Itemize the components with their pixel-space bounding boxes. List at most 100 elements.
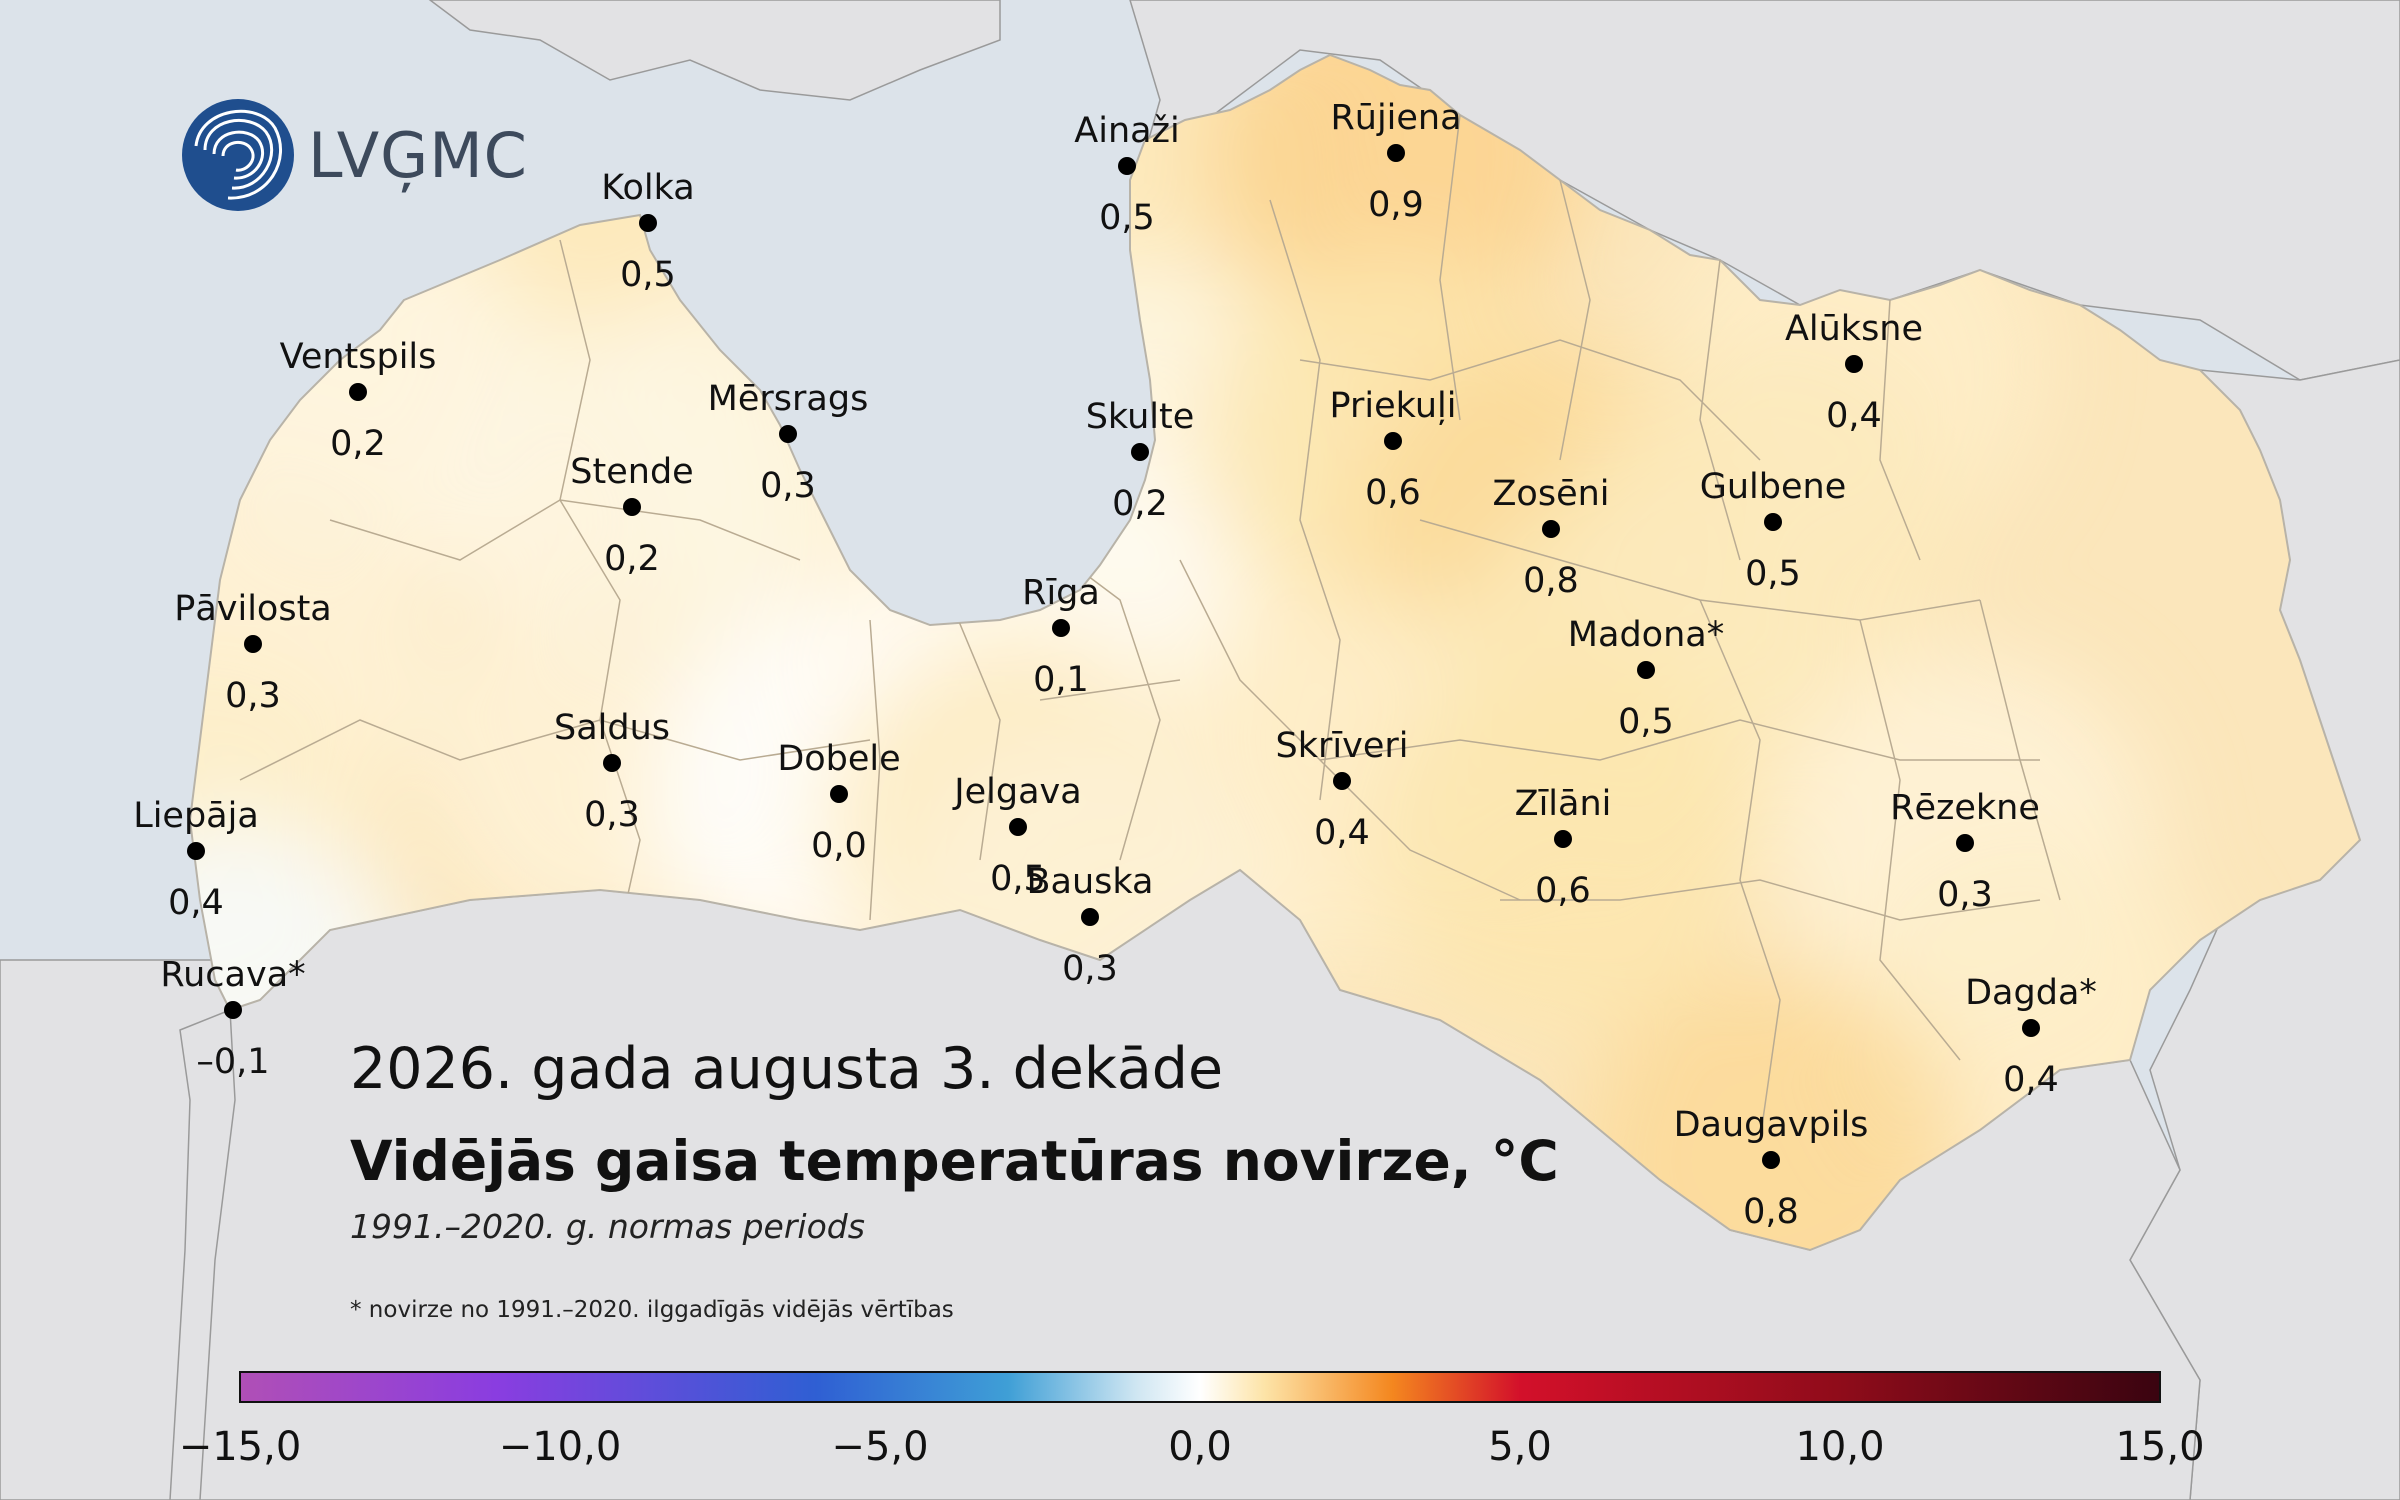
station-value: 0,4 xyxy=(1826,396,1882,436)
station-marker: Stende 0,2 xyxy=(570,452,693,579)
latvia-outline xyxy=(188,53,2362,1252)
station-marker: Kolka 0,5 xyxy=(601,168,694,295)
station-name: Skrīveri xyxy=(1276,726,1409,766)
station-name: Daugavpils xyxy=(1674,1105,1869,1145)
station-name: Bauska xyxy=(1027,862,1154,902)
station-name: Liepāja xyxy=(133,796,259,836)
station-marker: Rīga 0,1 xyxy=(1022,573,1100,700)
station-value: 0,3 xyxy=(1062,949,1118,989)
station-marker: Dobele 0,0 xyxy=(777,739,900,866)
station-marker: Alūksne 0,4 xyxy=(1785,309,1923,436)
station-dot xyxy=(623,498,641,516)
station-dot xyxy=(1081,908,1099,926)
station-marker: Skrīveri 0,4 xyxy=(1276,726,1409,853)
station-name: Saldus xyxy=(554,708,670,748)
station-marker: Skulte 0,2 xyxy=(1086,397,1195,524)
footnote: * novirze no 1991.–2020. ilggadīgās vidē… xyxy=(350,1297,954,1323)
station-dot xyxy=(1762,1151,1780,1169)
colorbar-tick-label: 15,0 xyxy=(2115,1424,2204,1470)
station-dot xyxy=(1009,818,1027,836)
title-norm-period: 1991.–2020. g. normas periods xyxy=(350,1207,865,1246)
colorbar-tick-label: 0,0 xyxy=(1168,1424,1232,1470)
station-value: 0,5 xyxy=(990,859,1046,899)
station-value: 0,3 xyxy=(1937,875,1993,915)
station-dot xyxy=(1554,830,1572,848)
colorbar-tick-label: 5,0 xyxy=(1488,1424,1552,1470)
station-name: Jelgava xyxy=(952,772,1081,812)
lvgmc-logo: LVĢMC xyxy=(182,99,528,211)
district-borders xyxy=(239,114,2061,1141)
station-value: 0,8 xyxy=(1743,1192,1799,1232)
station-name: Pāvilosta xyxy=(174,589,332,629)
station-marker: Liepāja 0,4 xyxy=(133,796,259,923)
title-block: 2026. gada augusta 3. dekāde Vidējās gai… xyxy=(350,1036,1559,1323)
station-value: 0,6 xyxy=(1535,871,1591,911)
station-value: 0,1 xyxy=(1033,660,1089,700)
station-marker: Gulbene 0,5 xyxy=(1700,467,1847,594)
station-value: 0,3 xyxy=(584,795,640,835)
colorbar-tick-label: −15,0 xyxy=(179,1424,302,1470)
station-name: Dobele xyxy=(777,739,900,779)
station-value: 0,5 xyxy=(1099,198,1155,238)
station-value: 0,9 xyxy=(1368,185,1424,225)
station-name: Ainaži xyxy=(1074,111,1179,151)
station-dot xyxy=(349,383,367,401)
station-dot xyxy=(224,1001,242,1019)
station-value: 0,0 xyxy=(811,826,867,866)
station-name: Skulte xyxy=(1086,397,1195,437)
station-value: 0,2 xyxy=(1112,484,1168,524)
station-dot xyxy=(779,425,797,443)
station-value: 0,3 xyxy=(225,676,281,716)
station-name: Madona* xyxy=(1568,615,1724,655)
station-name: Kolka xyxy=(601,168,694,208)
station-dot xyxy=(1333,772,1351,790)
colorbar: −15,0 −10,0 −5,0 0,0 5,0 10,0 15,0 xyxy=(179,1371,2205,1470)
station-dot xyxy=(830,785,848,803)
station-name: Dagda* xyxy=(1965,973,2097,1013)
station-marker: Madona* 0,5 xyxy=(1568,615,1724,742)
station-value: 0,4 xyxy=(2003,1060,2059,1100)
station-marker: Zīlāni 0,6 xyxy=(1515,784,1612,911)
station-dot xyxy=(1387,144,1405,162)
station-value: 0,5 xyxy=(1618,702,1674,742)
station-value: 0,3 xyxy=(760,466,816,506)
colorbar-tick-label: −5,0 xyxy=(831,1424,928,1470)
colorbar-ticks: −15,0 −10,0 −5,0 0,0 5,0 10,0 15,0 xyxy=(179,1424,2205,1470)
station-dot xyxy=(1764,513,1782,531)
station-name: Alūksne xyxy=(1785,309,1923,349)
station-dot xyxy=(2022,1019,2040,1037)
station-dot xyxy=(1131,443,1149,461)
station-marker: Bauska 0,3 xyxy=(1027,862,1154,989)
station-name: Rūjiena xyxy=(1330,98,1461,138)
saaremaa-island xyxy=(428,0,1001,101)
station-marker: Ventspils 0,2 xyxy=(280,337,437,464)
station-marker: Saldus 0,3 xyxy=(554,708,670,835)
station-dot xyxy=(1637,661,1655,679)
station-name: Stende xyxy=(570,452,693,492)
station-dot xyxy=(1118,157,1136,175)
station-marker: Pāvilosta 0,3 xyxy=(174,589,332,716)
station-dot xyxy=(603,754,621,772)
station-dot xyxy=(639,214,657,232)
station-dot xyxy=(1052,619,1070,637)
colorbar-tick-label: 10,0 xyxy=(1795,1424,1884,1470)
station-dot xyxy=(1542,520,1560,538)
station-marker: Rēzekne 0,3 xyxy=(1890,788,2040,915)
lvgmc-emblem-icon xyxy=(182,99,294,211)
station-marker: Daugavpils 0,8 xyxy=(1674,1105,1869,1232)
station-name: Gulbene xyxy=(1700,467,1847,507)
station-value: 0,6 xyxy=(1365,473,1421,513)
station-dot xyxy=(244,635,262,653)
station-dot xyxy=(1956,834,1974,852)
logo-text: LVĢMC xyxy=(308,119,528,193)
station-value: 0,2 xyxy=(330,424,386,464)
stations: Ainaži 0,5 Rūjiena 0,9 Kolka 0,5 Ventspils 0,2 M… xyxy=(133,98,2097,1232)
station-name: Priekuļi xyxy=(1330,386,1457,426)
station-marker: Mērsrags 0,3 xyxy=(708,379,869,506)
colorbar-gradient xyxy=(239,1371,2161,1403)
station-value: 0,4 xyxy=(168,883,224,923)
station-marker: Priekuļi 0,6 xyxy=(1330,386,1457,513)
station-marker: Ainaži 0,5 xyxy=(1074,111,1179,238)
station-marker: Rūjiena 0,9 xyxy=(1330,98,1461,225)
